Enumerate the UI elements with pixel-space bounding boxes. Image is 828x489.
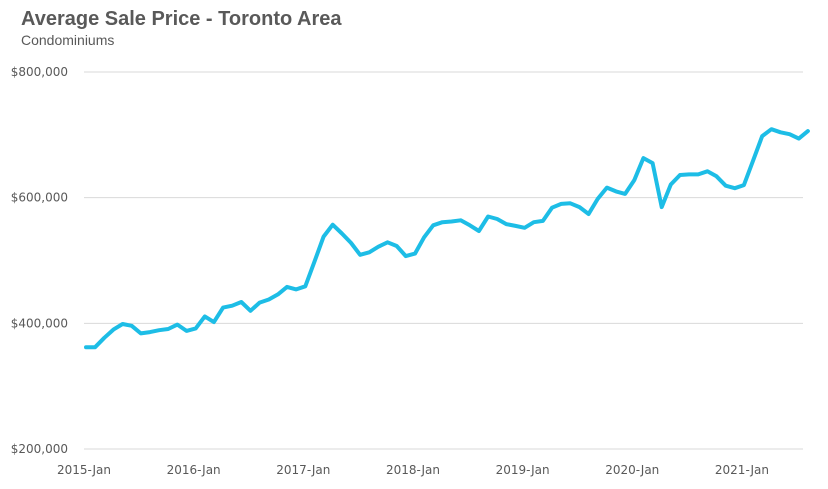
chart-subtitle: Condominiums [21, 32, 115, 48]
x-axis: 2015-Jan 2016-Jan 2017-Jan 2018-Jan 2019-Jan… [57, 463, 769, 477]
series-line [84, 127, 810, 350]
x-tick-label: 2015-Jan [57, 463, 111, 477]
y-tick-label: $800,000 [11, 65, 68, 79]
x-tick-label: 2017-Jan [276, 463, 330, 477]
y-tick-label: $600,000 [11, 191, 68, 205]
chart-title: Average Sale Price - Toronto Area [21, 8, 342, 30]
y-axis: $200,000 $400,000 $600,000 $800,000 [11, 65, 68, 456]
y-tick-label: $200,000 [11, 442, 68, 456]
x-tick-label: 2018-Jan [386, 463, 440, 477]
y-tick-label: $400,000 [11, 316, 68, 330]
x-tick-label: 2016-Jan [167, 463, 221, 477]
x-tick-label: 2019-Jan [496, 463, 550, 477]
series-layer [84, 127, 810, 350]
x-tick-label: 2021-Jan [715, 463, 769, 477]
x-tick-label: 2020-Jan [605, 463, 659, 477]
gridlines [84, 71, 803, 450]
